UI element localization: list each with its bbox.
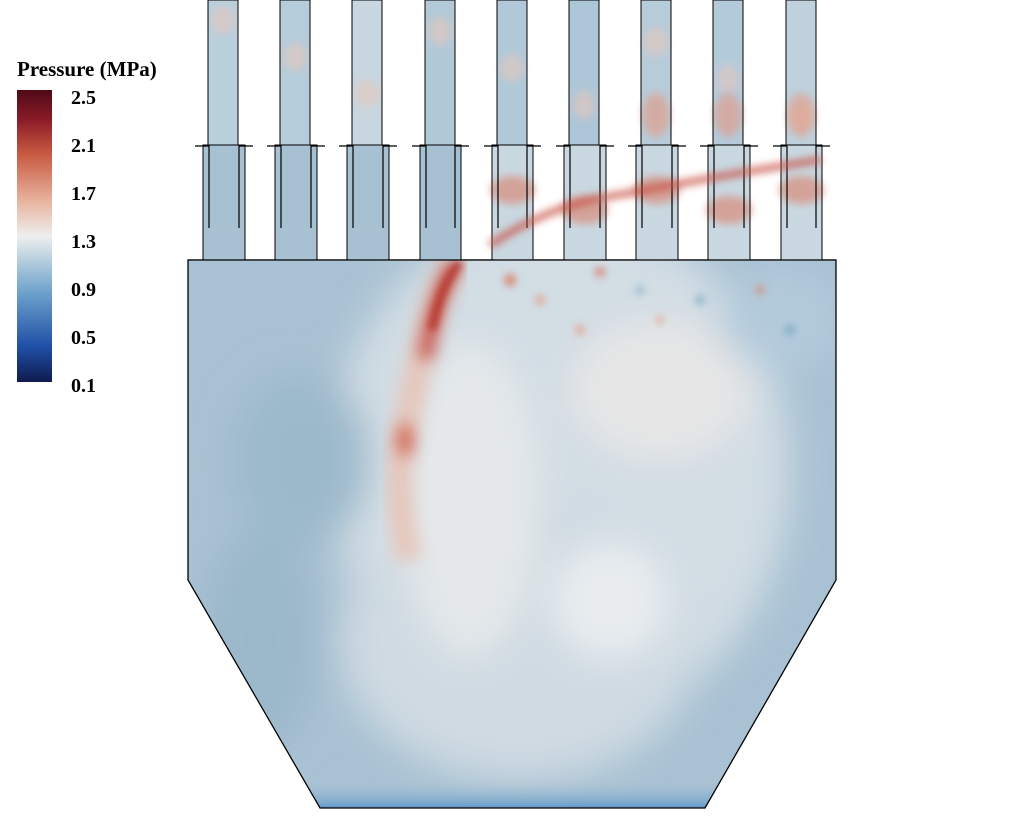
- colorbar-tick-label: 0.1: [71, 375, 96, 397]
- colorbar-tick-label: 1.3: [71, 231, 96, 253]
- colorbar-tick-labels: 2.5 2.1 1.7 1.3 0.9 0.5 0.1: [71, 87, 96, 397]
- colorbar-tick-label: 0.9: [71, 279, 96, 301]
- upper-flow-strip: [712, 0, 744, 146]
- combustion-chamber: [187, 259, 837, 809]
- chamber-spot-field: [504, 267, 795, 335]
- injector-gap-edge: [244, 228, 276, 260]
- injector-gap-edge: [316, 228, 348, 260]
- colorbar-tick-label: 2.1: [71, 135, 96, 157]
- injector-hot-arc: [488, 156, 821, 248]
- upper-flow-strip: [496, 0, 528, 146]
- upper-flow-strip: [424, 0, 456, 146]
- chamber-hot-streaks: [428, 260, 464, 331]
- chamber-light-region: [200, 260, 836, 780]
- injector-element: [628, 144, 686, 261]
- upper-flow-strip: [279, 0, 311, 146]
- injector-element: [412, 144, 469, 261]
- injector-gap-edge: [532, 228, 565, 260]
- colorbar-tick-label: 0.5: [71, 327, 96, 349]
- colorbar-scale: [17, 90, 52, 382]
- injector-gap-edge: [749, 228, 782, 260]
- upper-strips: [207, 0, 817, 146]
- chamber-outline: [187, 259, 837, 809]
- upper-flow-strip: [351, 0, 383, 146]
- injector-element: [195, 144, 253, 261]
- injector-gap-edge: [605, 228, 637, 260]
- injector-element: [700, 144, 758, 261]
- colorbar-tick-label: 2.5: [71, 87, 96, 109]
- colorbar-title: Pressure (MPa): [17, 57, 157, 81]
- colorbar-tick-label: 1.7: [71, 183, 96, 205]
- upper-flow-strip: [640, 0, 672, 146]
- nozzle-exit-band: [188, 780, 836, 808]
- upper-flow-strip: [207, 0, 239, 146]
- injector-gap-edge: [460, 228, 493, 260]
- injector-element: [339, 144, 397, 261]
- upper-flow-strip: [568, 0, 600, 146]
- colorbar-legend: Pressure (MPa) 2.5 2.1 1.7 1.3 0.9 0.5 0.1: [17, 57, 157, 397]
- injector-element: [267, 144, 325, 261]
- injector-gap-edge: [677, 228, 709, 260]
- injector-gap-edge: [388, 228, 421, 260]
- upper-flow-strip: [785, 0, 817, 146]
- injector-row: [188, 144, 836, 261]
